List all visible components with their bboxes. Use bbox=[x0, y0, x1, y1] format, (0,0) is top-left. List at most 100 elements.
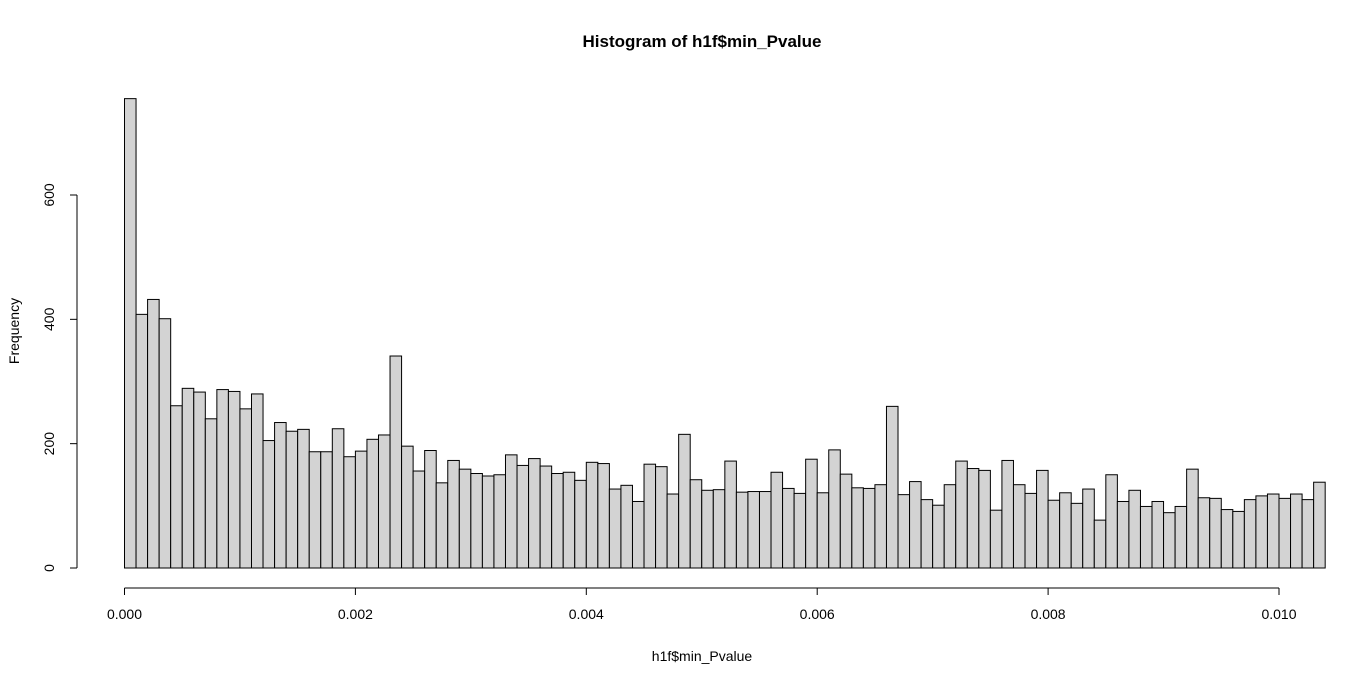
histogram-bar bbox=[1036, 469, 1049, 569]
histogram-bar bbox=[839, 473, 853, 569]
histogram-bar bbox=[551, 473, 564, 569]
histogram-bar bbox=[354, 450, 368, 569]
histogram-bar bbox=[1047, 499, 1061, 569]
x-tick-label: 0.002 bbox=[338, 606, 373, 622]
histogram-bar bbox=[1139, 505, 1153, 569]
histogram-bar bbox=[770, 471, 784, 569]
x-axis-label: h1f$min_Pvalue bbox=[652, 648, 753, 664]
histogram-bar bbox=[1255, 495, 1268, 569]
histogram-bar bbox=[1151, 500, 1165, 569]
histogram-bar bbox=[1163, 512, 1176, 569]
y-tick-label: 400 bbox=[41, 307, 57, 331]
histogram-bar bbox=[978, 469, 991, 569]
histogram-bar bbox=[782, 487, 795, 569]
histogram-bar bbox=[909, 481, 922, 569]
histogram-bar bbox=[1243, 499, 1257, 569]
histogram-bar bbox=[470, 473, 483, 569]
histogram-bar bbox=[631, 500, 645, 569]
histogram-bar bbox=[181, 387, 195, 569]
histogram-bar bbox=[805, 458, 818, 569]
histogram-bar bbox=[562, 471, 576, 569]
histogram-bar bbox=[1024, 492, 1038, 569]
histogram-bar bbox=[297, 428, 310, 569]
histogram-bar bbox=[262, 440, 276, 569]
histogram-bar bbox=[366, 438, 379, 569]
histogram-bar bbox=[574, 479, 587, 569]
histogram-bar bbox=[135, 313, 149, 569]
histogram-bar bbox=[493, 474, 506, 569]
histogram-bar bbox=[320, 451, 333, 569]
histogram-bar bbox=[250, 393, 264, 569]
histogram-bar bbox=[943, 484, 957, 569]
histogram-bar bbox=[308, 451, 322, 569]
histogram-bar bbox=[1070, 502, 1084, 569]
histogram-bar bbox=[193, 391, 206, 569]
histogram-bar bbox=[458, 468, 472, 569]
histogram-bar bbox=[1301, 499, 1315, 569]
x-axis: 0.000 0.002 0.004 0.006 0.008 0.010 bbox=[107, 587, 1297, 622]
histogram-bar bbox=[874, 484, 887, 569]
histogram-bar bbox=[481, 475, 495, 569]
histogram-bar bbox=[862, 487, 876, 569]
histogram-bar bbox=[1197, 497, 1211, 569]
histogram-bar bbox=[1082, 488, 1095, 569]
y-tick-label: 200 bbox=[41, 432, 57, 456]
histogram-bar bbox=[689, 479, 703, 569]
histogram-bar bbox=[216, 389, 229, 569]
histogram-bar bbox=[747, 491, 760, 569]
y-axis: 0 200 400 600 bbox=[41, 183, 78, 572]
histogram-bar bbox=[435, 482, 449, 569]
histogram-bar bbox=[701, 489, 714, 569]
histogram-bar bbox=[608, 488, 622, 569]
histogram-bar bbox=[585, 461, 599, 569]
histogram-bar bbox=[343, 456, 356, 569]
histogram-bar bbox=[897, 494, 911, 569]
histogram-bar bbox=[377, 434, 391, 569]
histogram-bar bbox=[204, 418, 218, 569]
y-tick-label: 600 bbox=[41, 183, 57, 207]
histogram-bar bbox=[239, 408, 252, 569]
histogram-bar bbox=[758, 491, 772, 569]
histogram-bar bbox=[816, 492, 830, 569]
x-tick-label: 0.006 bbox=[800, 606, 835, 622]
histogram-bar bbox=[1209, 497, 1222, 569]
histogram-bar bbox=[285, 430, 299, 569]
histogram-bar bbox=[1186, 468, 1199, 569]
histogram-bar bbox=[401, 445, 414, 569]
histogram-bar bbox=[389, 355, 403, 569]
histogram-bar bbox=[735, 491, 749, 569]
y-tick-label: 0 bbox=[41, 564, 57, 572]
histogram-bar bbox=[1012, 484, 1026, 569]
x-tick-label: 0.000 bbox=[107, 606, 142, 622]
histogram-bar bbox=[1116, 500, 1130, 569]
histogram-bar bbox=[712, 489, 726, 569]
histogram-bar bbox=[1105, 474, 1118, 569]
histogram-bar bbox=[504, 454, 518, 569]
histogram-bar bbox=[885, 405, 899, 569]
histogram-bar bbox=[1001, 459, 1014, 569]
histogram-bar bbox=[955, 460, 968, 569]
histogram-bar bbox=[158, 318, 172, 569]
histogram-bar bbox=[539, 465, 553, 569]
chart-title: Histogram of h1f$min_Pvalue bbox=[582, 32, 821, 51]
histogram-bar bbox=[1313, 481, 1326, 569]
histogram-bar bbox=[932, 504, 945, 569]
histogram-bar bbox=[966, 468, 980, 569]
histogram-bar bbox=[1290, 493, 1303, 569]
histogram-bar bbox=[678, 433, 691, 569]
histogram-bar bbox=[1059, 492, 1072, 569]
histogram-bar bbox=[1174, 505, 1188, 569]
histogram-bar bbox=[447, 459, 460, 569]
histogram-bar bbox=[643, 463, 657, 569]
histogram-bar bbox=[1232, 510, 1245, 569]
histogram-bar bbox=[412, 470, 426, 569]
histogram-bar bbox=[1128, 489, 1141, 569]
histogram-bar bbox=[828, 449, 841, 569]
histogram-bar bbox=[227, 390, 241, 569]
histogram-bar bbox=[793, 492, 807, 569]
histogram-bar bbox=[597, 463, 610, 569]
histogram-bar bbox=[989, 509, 1003, 569]
histogram-bar bbox=[666, 493, 680, 569]
histogram-bar bbox=[655, 466, 668, 569]
